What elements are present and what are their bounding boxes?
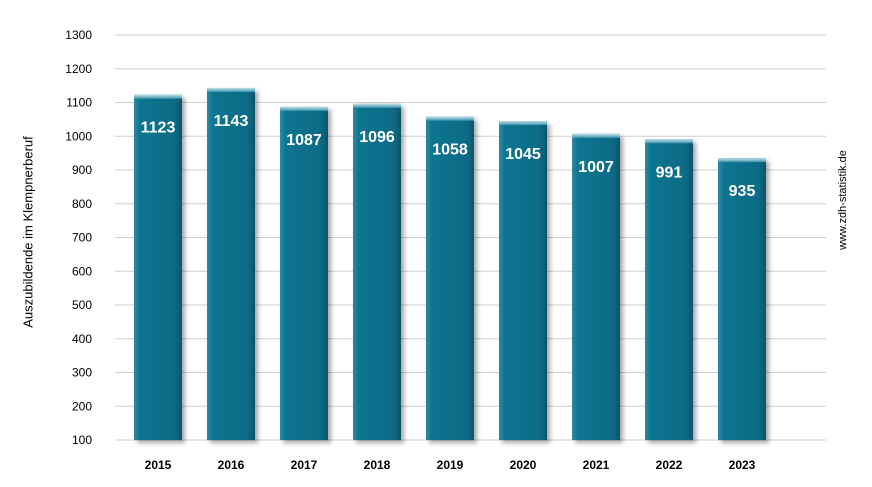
x-tick-label: 2019 bbox=[437, 458, 464, 472]
bar-value-label: 1123 bbox=[141, 120, 176, 137]
y-axis-ticks: 100 200 300 400 500 600 700 800 900 1000 1100 1200 1… bbox=[65, 28, 92, 447]
y-tick-label: 200 bbox=[72, 399, 92, 413]
x-tick-label: 2015 bbox=[145, 458, 172, 472]
bar-value-label: 1096 bbox=[359, 129, 395, 146]
bar bbox=[134, 94, 182, 441]
bar-value-label: 935 bbox=[729, 183, 756, 200]
x-tick-label: 2016 bbox=[218, 458, 245, 472]
y-tick-label: 1100 bbox=[66, 96, 92, 110]
bar-value-label: 1087 bbox=[286, 132, 322, 149]
y-tick-label: 300 bbox=[72, 366, 92, 380]
y-tick-label: 1300 bbox=[65, 28, 92, 42]
bar-value-label: 1058 bbox=[432, 142, 468, 159]
bar-group bbox=[499, 121, 547, 440]
x-axis-ticks: 2015 2016 2017 2018 2019 2020 2021 2022 2023 bbox=[145, 458, 756, 472]
bar-value-label: 1045 bbox=[505, 146, 541, 163]
bar-top-highlight bbox=[207, 87, 255, 92]
y-tick-label: 400 bbox=[72, 332, 92, 346]
bar-group bbox=[426, 116, 474, 441]
bar bbox=[207, 87, 255, 441]
y-tick-label: 1000 bbox=[65, 129, 92, 143]
y-tick-label: 700 bbox=[72, 231, 92, 245]
bar-value-label: 1007 bbox=[578, 159, 614, 176]
bar-group bbox=[207, 87, 255, 441]
bar-top-highlight bbox=[718, 158, 766, 163]
bar-group bbox=[645, 139, 693, 440]
bar-value-label: 1143 bbox=[214, 113, 249, 130]
bar-group bbox=[280, 106, 328, 440]
bar-group bbox=[572, 133, 620, 440]
bar-top-highlight bbox=[280, 106, 328, 111]
x-tick-label: 2023 bbox=[729, 458, 756, 472]
x-tick-label: 2022 bbox=[656, 458, 683, 472]
bar-top-highlight bbox=[426, 116, 474, 121]
bar bbox=[353, 103, 401, 440]
bar bbox=[718, 158, 766, 440]
bar-top-highlight bbox=[353, 103, 401, 108]
x-tick-label: 2021 bbox=[583, 458, 610, 472]
x-tick-label: 2020 bbox=[510, 458, 537, 472]
y-tick-label: 900 bbox=[72, 163, 92, 177]
bar-top-highlight bbox=[499, 121, 547, 126]
bar bbox=[499, 121, 547, 440]
y-tick-label: 1200 bbox=[65, 62, 92, 76]
y-axis-label: Auszubildende im Klempnerberuf bbox=[20, 136, 36, 328]
bar-top-highlight bbox=[572, 133, 620, 138]
bar-value-label: 991 bbox=[656, 164, 683, 181]
bar-top-highlight bbox=[645, 139, 693, 144]
bar bbox=[426, 116, 474, 441]
bar-top-highlight bbox=[134, 94, 182, 99]
bar bbox=[280, 106, 328, 440]
bar bbox=[572, 133, 620, 440]
bar bbox=[645, 139, 693, 440]
y-tick-label: 800 bbox=[72, 197, 92, 211]
bar-group bbox=[718, 158, 766, 440]
y-tick-label: 100 bbox=[72, 433, 92, 447]
y-tick-label: 500 bbox=[72, 298, 92, 312]
source-note: www.zdh-statistik.de bbox=[837, 150, 849, 250]
bar-group bbox=[353, 103, 401, 440]
x-tick-label: 2017 bbox=[291, 458, 318, 472]
bars: 1123 1143 1087 1096 1058 1045 1007 991 935 bbox=[134, 87, 766, 441]
bar-group bbox=[134, 94, 182, 441]
x-tick-label: 2018 bbox=[364, 458, 391, 472]
y-tick-label: 600 bbox=[72, 264, 92, 278]
